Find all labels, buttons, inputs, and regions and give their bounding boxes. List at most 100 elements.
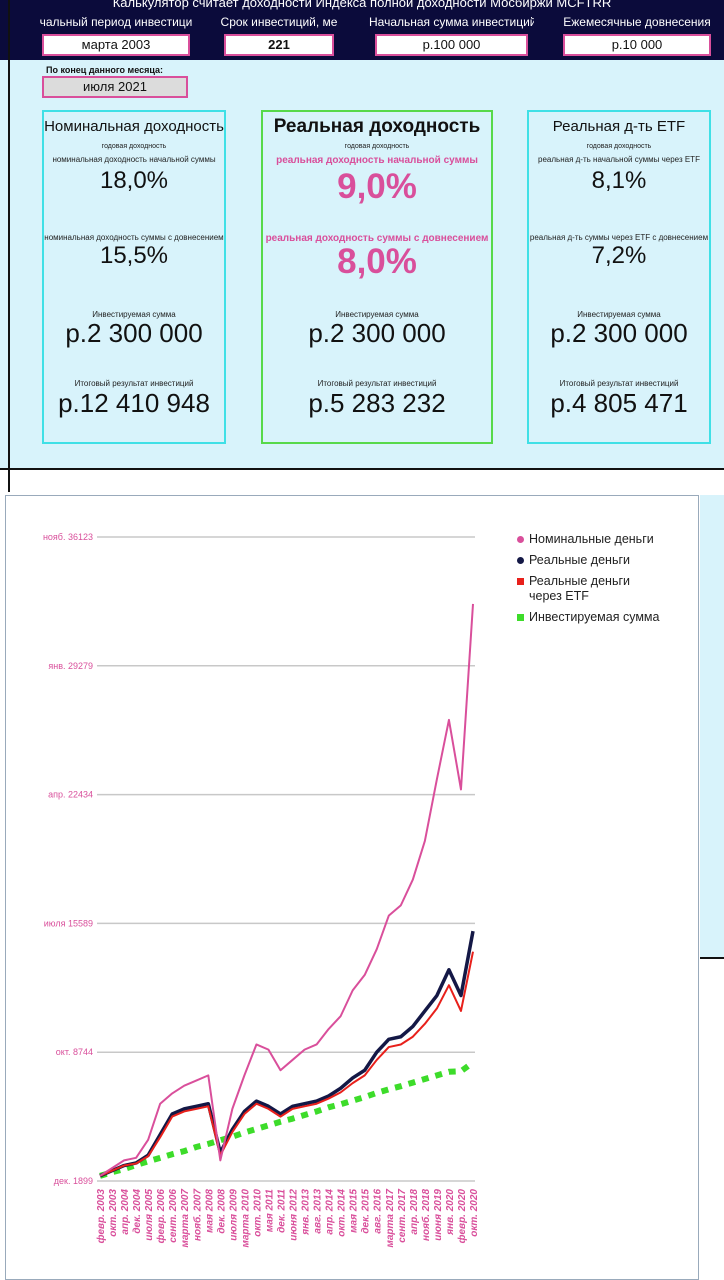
field-input[interactable]: марта 2003: [42, 34, 190, 56]
invested-label: Инвестируемая сумма: [335, 310, 419, 319]
rate-value: 18,0%: [99, 167, 169, 194]
legend-item: Номинальные деньги: [517, 532, 687, 547]
x-tick-label: марта 2007: [180, 1189, 191, 1248]
result-label: Итоговый результат инвестиций: [559, 379, 679, 388]
x-tick-label: апр. 2018: [409, 1189, 420, 1235]
result-value: р.12 410 948: [58, 388, 210, 418]
legend-marker: [517, 536, 524, 543]
x-tick-label: янв. 2020: [445, 1189, 456, 1236]
x-tick-label: февр. 2020: [456, 1189, 468, 1244]
x-tick-label: окт. 2003: [108, 1189, 119, 1237]
result-label: Итоговый результат инвестиций: [317, 379, 437, 388]
divider: [8, 0, 10, 492]
field-label: чальный период инвестици: [39, 15, 193, 29]
invested-value: р.2 300 000: [308, 318, 446, 348]
result-label: Итоговый результат инвестиций: [74, 379, 194, 388]
legend-marker: [517, 614, 524, 621]
legend-item: Инвестируемая сумма: [517, 610, 687, 625]
x-tick-label: окт. 2020: [469, 1189, 480, 1237]
card-title: Номинальная доходность: [44, 118, 224, 135]
invested-value: р.2 300 000: [65, 318, 203, 348]
end-label: По конец данного месяца:: [46, 65, 163, 75]
rate-value: 7,2%: [591, 242, 647, 269]
rate-label: реальная д-ть начальной суммы через ETF: [538, 155, 700, 164]
rate-label: реальная доходность суммы с довнесением: [265, 233, 489, 244]
x-tick-label: дек. 2008: [216, 1189, 227, 1234]
rate-value: 8,1%: [591, 167, 647, 194]
legend-label: Реальные деньги через ETF: [529, 574, 631, 603]
x-tick-label: сент. 2017: [397, 1189, 408, 1243]
legend-marker: [517, 578, 524, 585]
legend: Номинальные деньги Реальные деньги Реальны…: [517, 532, 687, 631]
x-tick-label: авг. 2013: [313, 1189, 324, 1234]
y-tick-label: янв. 29279: [48, 661, 93, 671]
card: Реальная д-ть ETF годовая доходность реаль…: [527, 110, 711, 444]
card: Реальная доходность годовая доходность реа…: [261, 110, 493, 444]
legend-marker: [517, 557, 524, 564]
y-tick-label: апр. 22434: [48, 790, 93, 800]
x-tick-label: янв. 2013: [301, 1189, 312, 1236]
rate-label: номинальная доходность суммы с довнесени…: [44, 233, 224, 242]
x-tick-label: дек. 2004: [132, 1189, 143, 1234]
rate-label: реальная д-ть суммы через ETF с довнесен…: [529, 233, 709, 242]
y-tick-label: июля 15589: [44, 918, 93, 928]
card-subtitle: годовая доходность: [586, 143, 652, 150]
field-label: Начальная сумма инвестиций: [369, 15, 534, 29]
x-tick-label: дек. 2011: [276, 1189, 287, 1233]
x-tick-label: июля 2005: [144, 1189, 155, 1241]
field-label: Срок инвестиций, ме: [220, 15, 338, 29]
x-tick-label: окт. 2010: [252, 1189, 263, 1237]
rate-value: 15,5%: [99, 242, 169, 269]
y-tick-label: нояб. 36123: [43, 532, 93, 542]
invested-label: Инвестируемая сумма: [92, 310, 176, 319]
card-subtitle: годовая доходность: [101, 143, 167, 150]
invested-value: р.2 300 000: [550, 318, 688, 348]
y-tick-label: окт. 8744: [56, 1047, 93, 1057]
x-tick-label: авг. 2016: [373, 1189, 384, 1234]
x-tick-label: нояб. 2007: [191, 1189, 203, 1241]
y-tick-label: дек. 1899: [54, 1176, 93, 1186]
result-value: р.4 805 471: [550, 388, 688, 418]
x-tick-label: марта 2010: [240, 1189, 251, 1248]
x-tick-label: февр. 2006: [155, 1189, 167, 1244]
x-tick-label: дек. 2015: [361, 1189, 372, 1234]
end-input[interactable]: июля 2021: [42, 76, 188, 98]
x-tick-label: июня 2019: [433, 1189, 444, 1241]
x-tick-label: нояб. 2018: [420, 1189, 432, 1241]
rate-value: 8,0%: [337, 242, 417, 281]
rate-label: номинальная доходность начальной суммы: [52, 155, 216, 164]
x-tick-label: сент. 2006: [168, 1189, 179, 1243]
calculator-bg: [700, 495, 724, 958]
rate-value: 9,0%: [337, 167, 417, 206]
series-line: [99, 930, 475, 1178]
series-line: [99, 1060, 475, 1179]
x-tick-label: июня 2012: [289, 1189, 300, 1241]
series-line: [99, 951, 474, 1177]
card: Номинальная доходность годовая доходность…: [42, 110, 226, 444]
chart: дек. 1899 окт. 8744 июля 15589 апр. 22434 ян…: [43, 532, 480, 1248]
field-input[interactable]: р.100 000: [375, 34, 528, 56]
invested-label: Инвестируемая сумма: [577, 310, 661, 319]
title: Калькулятор считает доходности Индекса п…: [112, 0, 612, 10]
field-input[interactable]: 221: [224, 34, 334, 56]
x-tick-label: апр. 2014: [325, 1189, 336, 1235]
legend-label: Реальные деньги: [529, 553, 631, 567]
divider: [0, 468, 724, 470]
x-tick-label: мая 2015: [349, 1189, 360, 1233]
card-title: Реальная доходность: [273, 116, 481, 137]
rate-label: реальная доходность начальной суммы: [276, 155, 478, 166]
field-input[interactable]: р.10 000: [563, 34, 711, 56]
card-title: Реальная д-ть ETF: [552, 118, 686, 135]
card-subtitle: годовая доходность: [344, 143, 410, 150]
x-tick-label: июля 2009: [228, 1189, 239, 1241]
x-tick-label: апр. 2004: [120, 1189, 131, 1235]
x-tick-label: мая 2008: [204, 1189, 215, 1233]
chart-panel: [5, 495, 699, 1280]
legend-item: Реальные деньги: [517, 553, 687, 568]
series-line: [99, 603, 474, 1177]
legend-label: Инвестируемая сумма: [529, 610, 660, 624]
legend-label: Номинальные деньги: [529, 532, 654, 546]
legend-item: Реальные деньги через ETF: [517, 574, 639, 604]
x-tick-label: марта 2017: [385, 1189, 396, 1248]
